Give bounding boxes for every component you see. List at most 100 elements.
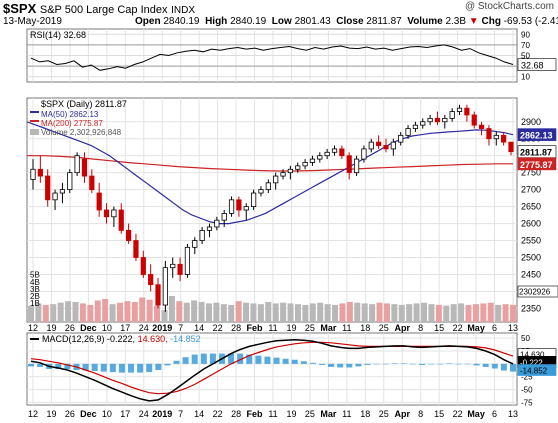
volume-bar [510, 304, 516, 322]
volume-axis-label: 1B [30, 299, 40, 308]
macd-histogram-bar [282, 358, 289, 364]
candle-body [486, 128, 492, 140]
candle-body [412, 124, 419, 129]
x-tick-label-price: 6 [492, 323, 497, 333]
candle-body [126, 229, 132, 241]
last-close-value-label: 2811.87 [520, 148, 552, 158]
x-tick-label-macd: 25 [305, 409, 315, 419]
candle-body [192, 240, 198, 248]
volume-axis-label: 2B [30, 292, 40, 301]
volume-bar [131, 301, 138, 322]
x-tick-label-price: 11 [342, 323, 351, 333]
macd-axis-label: 50 [521, 334, 530, 343]
volume-bar [161, 310, 168, 322]
volume-bar [213, 302, 220, 322]
x-tick-label-macd: 7 [178, 409, 183, 419]
candle-body [478, 124, 485, 129]
volume-bar [109, 304, 116, 322]
volume-bar [87, 304, 94, 322]
x-tick-label-price: Apr [394, 323, 410, 333]
macd-histogram-bar [437, 363, 444, 365]
candle-body [309, 158, 316, 163]
macd-histogram-bar [409, 363, 416, 365]
candle-body [251, 192, 257, 208]
volume-bar [250, 303, 257, 322]
price-legend-ma50: MA(50) 2862.13 [41, 110, 99, 119]
candle-body [449, 111, 455, 119]
ma200-line [27, 155, 513, 172]
volume-bar [28, 305, 34, 322]
volume-bar [369, 304, 376, 322]
x-tick-label-macd: 17 [120, 409, 130, 419]
macd-histogram-bar [264, 356, 271, 364]
x-tick-label-macd: 14 [194, 409, 204, 419]
volume-bar [235, 301, 242, 322]
candle-body [295, 165, 301, 170]
rsi-axis-label: 90 [521, 30, 530, 39]
macd-histogram-bar [382, 363, 389, 365]
x-tick-label-macd: 19 [46, 409, 56, 419]
candle-body [89, 175, 95, 191]
candle-body [228, 199, 235, 214]
volume-bar [354, 302, 361, 322]
volume-bar [294, 304, 301, 322]
candle-body [103, 209, 110, 218]
candle-body [493, 134, 499, 140]
macd-histogram-bar [364, 363, 371, 365]
macd-histogram-bar [128, 363, 135, 373]
candle-body [317, 155, 323, 160]
x-tick-label-price: 25 [305, 323, 315, 333]
candle-body [302, 162, 308, 167]
price-axis-label: 2700 [521, 185, 541, 195]
x-tick-label-price: Mar [320, 323, 337, 333]
volume-bar [502, 304, 509, 322]
x-tick-label-macd: 26 [65, 409, 75, 419]
macd-histogram-bar [64, 363, 71, 369]
x-tick-label-price: Dec [80, 323, 97, 333]
x-tick-label-macd: 11 [268, 409, 277, 419]
x-tick-label-macd: 10 [102, 409, 112, 419]
candle-body [339, 148, 345, 157]
x-tick-label-macd: 22 [213, 409, 223, 419]
x-tick-label-price: 22 [213, 323, 223, 333]
macd-histogram-bar [200, 353, 207, 364]
volume-label: Volume [407, 16, 443, 27]
legend-swatch-ma200 [30, 120, 39, 122]
volume-bar [116, 302, 123, 322]
macd-histogram-bar [446, 363, 453, 364]
x-tick-label-price: 28 [231, 323, 241, 333]
price-axis-label: 2600 [521, 219, 541, 229]
x-tick-label-macd: 6 [492, 409, 497, 419]
candle-body [280, 172, 286, 177]
macd-histogram-bar [510, 363, 516, 372]
x-tick-label-macd: Apr [394, 409, 410, 419]
candle-body [214, 219, 220, 228]
volume-bar [435, 304, 442, 322]
macd-axis-label: -50 [521, 386, 533, 395]
x-tick-label-price: 13 [508, 323, 518, 333]
candle-body [148, 274, 154, 286]
candle-body [353, 158, 360, 174]
candle-body [111, 209, 117, 218]
candle-body [133, 240, 139, 258]
volume-bar [168, 296, 175, 322]
candle-body [140, 257, 146, 275]
volume-bar [198, 301, 205, 322]
macd-histogram-bar [155, 363, 162, 371]
candle-body [74, 155, 80, 174]
volume-bar [302, 304, 309, 322]
macd-histogram-bar [337, 363, 344, 368]
candle-body [508, 141, 514, 153]
close-value: 2811.87 [366, 16, 402, 27]
candle-body [273, 175, 279, 184]
high-value: 2840.19 [230, 16, 267, 27]
x-tick-label-macd: 19 [286, 409, 296, 419]
macd-signal-value-label: 14.630 [520, 351, 545, 360]
volume-bar [79, 303, 86, 322]
macd-histogram-bar [473, 363, 480, 366]
macd-histogram-bar [400, 363, 407, 364]
candle-body [390, 141, 396, 150]
x-tick-label-price: 15 [434, 323, 444, 333]
volume-bar [458, 303, 465, 322]
